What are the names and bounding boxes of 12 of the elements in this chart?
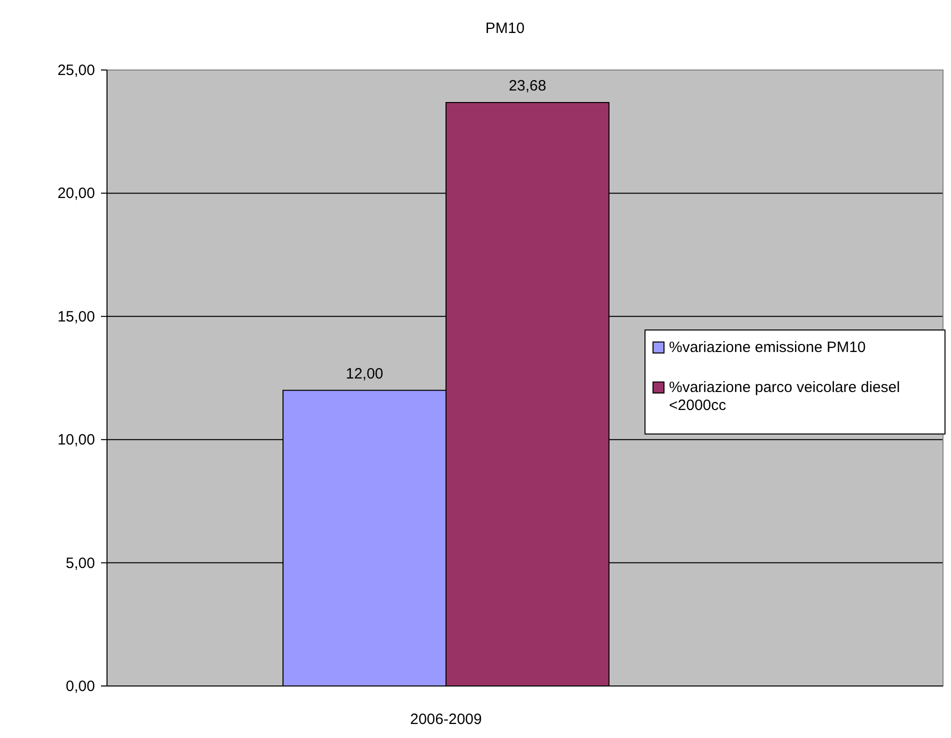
y-tick-label: 15,00 — [57, 308, 95, 326]
y-tick-label: 0,00 — [66, 678, 95, 695]
legend-label: %variazione parco veicolare diesel <2000cc — [669, 379, 900, 414]
chart-title: PM10 — [485, 20, 525, 37]
data-label: 23,68 — [508, 78, 546, 95]
y-tick-label: 5,00 — [66, 554, 95, 572]
x-tick-label: 2006-2009 — [410, 711, 482, 728]
legend-label: %variazione emissione PM10 — [669, 339, 866, 356]
data-label: 12,00 — [346, 365, 384, 382]
y-tick-label: 10,00 — [57, 432, 95, 449]
y-tick-label: 20,00 — [57, 185, 95, 202]
y-tick-label: 25,00 — [57, 62, 95, 79]
